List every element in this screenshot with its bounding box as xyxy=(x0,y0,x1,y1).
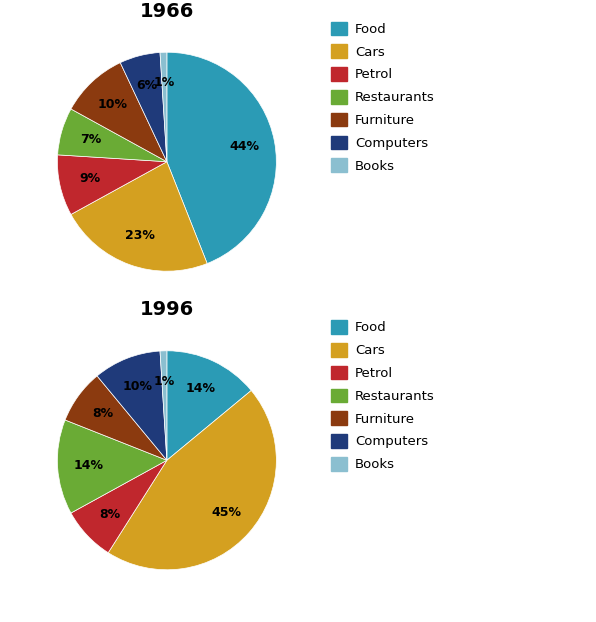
Title: 1966: 1966 xyxy=(139,1,194,21)
Title: 1996: 1996 xyxy=(139,300,194,319)
Text: 9%: 9% xyxy=(79,172,101,185)
Wedge shape xyxy=(71,63,167,162)
Wedge shape xyxy=(71,162,207,271)
Wedge shape xyxy=(167,351,252,460)
Legend: Food, Cars, Petrol, Restaurants, Furniture, Computers, Books: Food, Cars, Petrol, Restaurants, Furnitu… xyxy=(328,19,437,175)
Wedge shape xyxy=(160,52,167,162)
Text: 6%: 6% xyxy=(136,79,158,92)
Text: 44%: 44% xyxy=(229,141,259,154)
Text: 8%: 8% xyxy=(99,508,120,521)
Wedge shape xyxy=(57,420,167,513)
Wedge shape xyxy=(71,460,167,553)
Wedge shape xyxy=(58,109,167,162)
Legend: Food, Cars, Petrol, Restaurants, Furniture, Computers, Books: Food, Cars, Petrol, Restaurants, Furnitu… xyxy=(328,318,437,474)
Wedge shape xyxy=(160,351,167,460)
Text: 1%: 1% xyxy=(154,77,175,90)
Text: 10%: 10% xyxy=(98,98,128,111)
Text: 7%: 7% xyxy=(80,133,102,146)
Wedge shape xyxy=(65,376,167,460)
Text: 10%: 10% xyxy=(123,381,153,394)
Text: 14%: 14% xyxy=(73,459,103,471)
Text: 14%: 14% xyxy=(185,383,215,396)
Wedge shape xyxy=(167,52,277,264)
Wedge shape xyxy=(108,391,277,570)
Text: 45%: 45% xyxy=(211,506,241,519)
Wedge shape xyxy=(57,155,167,215)
Text: 8%: 8% xyxy=(92,407,114,420)
Text: 23%: 23% xyxy=(125,230,155,243)
Wedge shape xyxy=(97,351,167,460)
Wedge shape xyxy=(120,52,167,162)
Text: 1%: 1% xyxy=(154,375,175,388)
